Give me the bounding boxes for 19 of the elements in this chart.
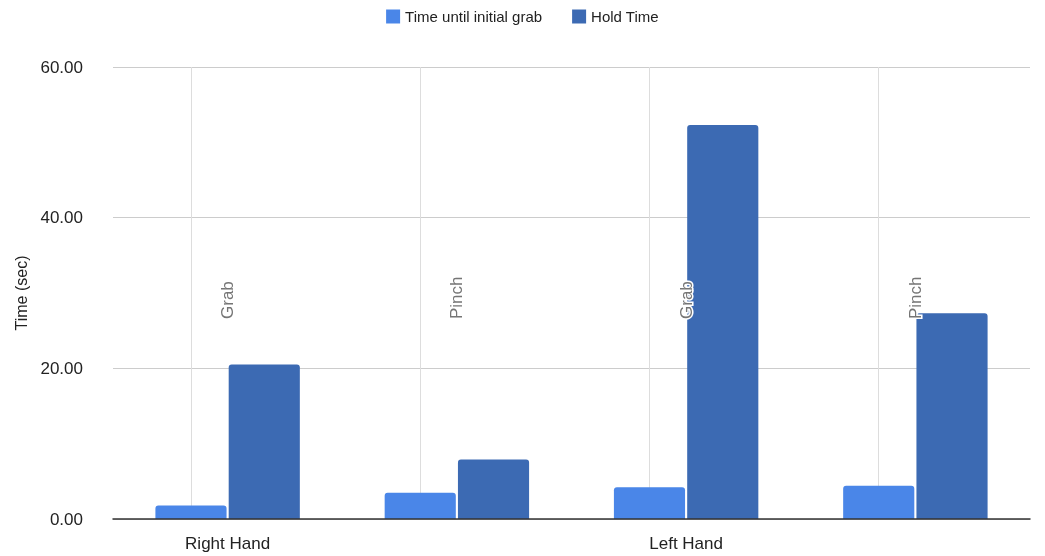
y-tick-label: 0.00 bbox=[49, 509, 83, 529]
y-tick-label: 20.00 bbox=[40, 358, 83, 378]
legend-label: Time until initial grab bbox=[405, 8, 543, 25]
y-tick-label: 40.00 bbox=[40, 208, 83, 228]
bar bbox=[228, 364, 300, 519]
y-tick-label: 60.00 bbox=[40, 57, 83, 77]
bar bbox=[457, 459, 530, 519]
bar bbox=[613, 487, 686, 519]
bar bbox=[155, 505, 227, 519]
x-tick-label: Pinch bbox=[447, 276, 467, 319]
legend-label: Hold Time bbox=[591, 8, 659, 25]
bar bbox=[384, 492, 456, 519]
text: Right Hand bbox=[185, 534, 271, 553]
x-tick-label: Grab bbox=[218, 281, 238, 319]
x-tick-label: Grab bbox=[676, 281, 696, 319]
x-tick-label: Pinch bbox=[905, 276, 925, 319]
bar bbox=[843, 485, 915, 519]
text: Left Hand bbox=[649, 534, 723, 553]
y-axis-title: Time (sec) bbox=[13, 255, 31, 331]
